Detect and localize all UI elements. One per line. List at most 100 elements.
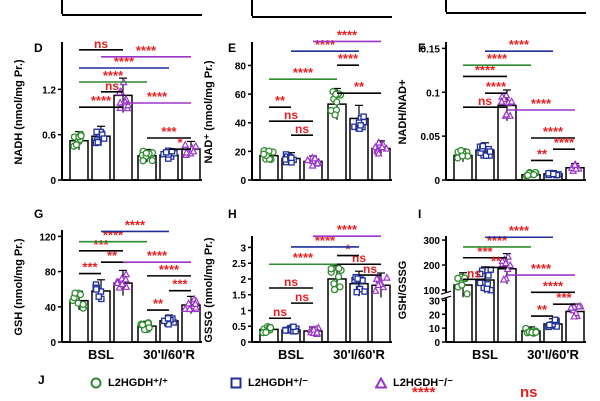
y-tick-label-e-0: 0 bbox=[240, 176, 246, 187]
y-tick-label-f-2: 0.1 bbox=[426, 88, 440, 99]
y-tick-label-h-3: 1.5 bbox=[232, 291, 246, 302]
sig-label-i-4: *** bbox=[556, 290, 572, 305]
panel-label-e: E bbox=[228, 41, 236, 55]
data-point-e-ko-1-8 bbox=[378, 142, 387, 151]
data-point-e-ko-0-6 bbox=[303, 155, 312, 164]
sig-label-d-3: *** bbox=[161, 124, 177, 139]
sig-label-f-0: ns bbox=[478, 94, 492, 108]
y-tick-label-e-2: 40 bbox=[235, 119, 247, 130]
y-axis-label-d: NADH (nmol/mg Pr.) bbox=[13, 59, 25, 164]
data-point-g-wt-1-6 bbox=[145, 324, 153, 332]
data-point-g-ko-1-5 bbox=[184, 298, 193, 307]
data-point-g-ko-0-6 bbox=[121, 274, 130, 283]
data-point-f-het-0-7 bbox=[479, 142, 487, 150]
data-point-f-het-0-5 bbox=[482, 152, 490, 159]
sig-label-d-5: **** bbox=[147, 89, 168, 104]
y-tick-label-g-2: 80 bbox=[45, 268, 57, 279]
y-axis-label-i: GSH/GSSG bbox=[397, 261, 409, 320]
data-point-d-ko-1-7 bbox=[181, 140, 190, 148]
x-tick-label-g-1: 30'I/60'R bbox=[143, 347, 195, 362]
square-marker-icon bbox=[230, 377, 242, 388]
x-tick-label-g-0: BSL bbox=[88, 347, 114, 362]
panel-label-h: H bbox=[228, 207, 237, 221]
legend-item-het: L2HGDH⁺/⁻ bbox=[230, 376, 308, 389]
legend-label-wt: L2HGDH⁺/⁺ bbox=[108, 377, 168, 389]
y-tick-label-i-4: 100 bbox=[423, 286, 440, 297]
y-tick-label-e-3: 60 bbox=[235, 90, 247, 101]
data-point-e-ko-0-7 bbox=[308, 161, 317, 169]
data-point-f-ko-0-6 bbox=[507, 97, 516, 105]
data-point-h-ko-0-8 bbox=[313, 328, 322, 336]
y-tick-label-d-2: 1.2 bbox=[42, 85, 56, 96]
sig-label-f-7: **** bbox=[487, 51, 508, 66]
data-point-e-het-1-8 bbox=[357, 122, 364, 129]
sig-label-i-3: ** bbox=[537, 302, 548, 317]
y-tick-label-f-1: 0.05 bbox=[421, 132, 441, 143]
sig-label-d-6: **** bbox=[103, 68, 124, 83]
y-tick-label-f-3: 0.15 bbox=[421, 44, 441, 55]
sig-label-d-2: **** bbox=[91, 93, 112, 108]
data-point-f-wt-1-7 bbox=[530, 171, 538, 179]
data-point-f-ko-0-8 bbox=[497, 97, 506, 105]
sig-label-h-0: ns bbox=[284, 275, 298, 289]
data-point-h-wt-1-8 bbox=[327, 265, 335, 273]
data-point-d-wt-0-8 bbox=[77, 132, 85, 140]
sig-label-e-2: ** bbox=[275, 93, 286, 108]
x-tick-label-i-0: BSL bbox=[472, 347, 498, 362]
data-point-g-wt-0-8 bbox=[79, 300, 87, 309]
data-point-d-wt-1-2 bbox=[148, 156, 156, 165]
y-tick-label-h-0: 0 bbox=[240, 338, 246, 349]
data-point-d-het-0-8 bbox=[93, 128, 100, 136]
sig-label-d-0: ns bbox=[94, 37, 108, 51]
y-tick-label-i-0: 0 bbox=[434, 338, 440, 349]
x-tick-label-h-1: 30'I/60'R bbox=[333, 347, 385, 362]
data-point-h-wt-0-7 bbox=[266, 324, 275, 332]
data-point-d-wt-1-8 bbox=[142, 149, 150, 157]
data-point-g-ko-0-8 bbox=[118, 279, 127, 288]
sig-label-g-8: **** bbox=[125, 217, 146, 232]
legend: L2HGDH⁺/⁺ L2HGDH⁺/⁻ L2HGDH⁻/⁻ bbox=[90, 376, 510, 394]
data-point-h-het-1-7 bbox=[354, 275, 361, 282]
sig-label-f-8: **** bbox=[509, 37, 530, 52]
sig-label-g-0: *** bbox=[82, 260, 98, 275]
sig-label-h-2: ns bbox=[273, 305, 287, 319]
data-point-e-ko-1-2 bbox=[374, 138, 383, 146]
sig-label-i-8: **** bbox=[509, 223, 530, 238]
sig-label-e-0: ns bbox=[284, 108, 298, 122]
sig-label-d-4: * bbox=[177, 135, 183, 150]
y-tick-label-h-4: 2 bbox=[240, 275, 246, 286]
y-tick-label-i-5: 200 bbox=[423, 261, 440, 272]
data-point-f-het-0-8 bbox=[486, 148, 494, 155]
data-point-e-ko-0-8 bbox=[310, 153, 319, 162]
data-point-g-het-0-8 bbox=[95, 293, 102, 300]
data-point-h-wt-1-4 bbox=[336, 283, 344, 291]
sig-label-i-1: ** bbox=[491, 253, 502, 268]
data-point-g-wt-0-6 bbox=[71, 289, 79, 297]
sig-label-i-7: **** bbox=[487, 233, 508, 248]
data-point-e-ko-0-5 bbox=[313, 158, 322, 167]
data-point-e-wt-1-5 bbox=[333, 98, 341, 106]
data-point-d-ko-1-5 bbox=[182, 148, 191, 156]
sig-label-i-2: ns bbox=[467, 266, 481, 280]
data-point-e-wt-1-4 bbox=[332, 90, 340, 98]
y-tick-label-d-1: 0.6 bbox=[42, 131, 56, 142]
data-point-i-ko-0-5 bbox=[498, 256, 507, 264]
panel-label-d: D bbox=[34, 41, 43, 55]
circle-marker-icon bbox=[90, 377, 102, 388]
panel-j-sig-2: ns bbox=[520, 384, 538, 401]
data-point-g-ko-0-7 bbox=[113, 278, 122, 286]
sig-label-f-3: ** bbox=[537, 146, 548, 161]
data-point-e-wt-0-8 bbox=[260, 150, 268, 158]
sig-label-g-3: ** bbox=[153, 296, 164, 311]
data-point-g-het-1-8 bbox=[164, 315, 172, 322]
sig-label-g-2: *** bbox=[93, 237, 109, 252]
sig-label-e-1: ns bbox=[295, 122, 309, 136]
panel-j-sig-1: **** bbox=[412, 384, 436, 401]
y-tick-label-d-0: 0 bbox=[50, 176, 56, 187]
data-point-h-wt-0-8 bbox=[262, 328, 270, 337]
data-point-i-ko-0-8 bbox=[499, 275, 508, 283]
data-point-f-ko-1-7 bbox=[572, 164, 581, 172]
y-tick-label-h-2: 1 bbox=[240, 306, 246, 317]
sig-label-g-7: **** bbox=[103, 228, 124, 243]
y-tick-label-e-4: 80 bbox=[235, 61, 247, 72]
